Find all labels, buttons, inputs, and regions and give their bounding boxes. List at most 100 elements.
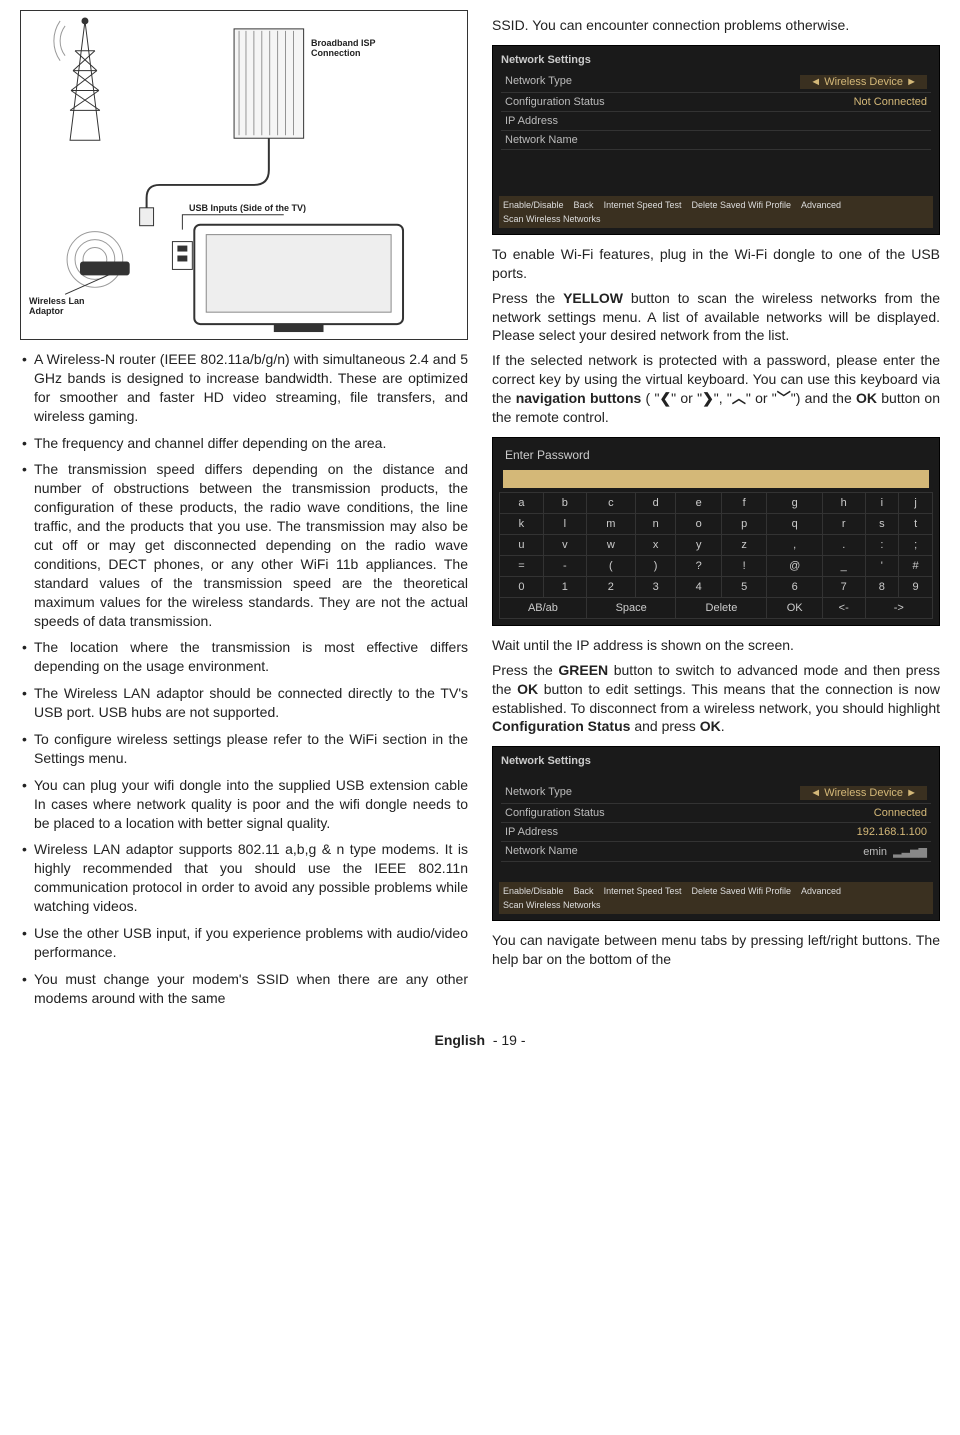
kbd-key: 3 <box>635 576 676 597</box>
legend: Delete Saved Wifi Profile <box>691 886 791 896</box>
panel-title: Network Settings <box>501 755 931 767</box>
kbd-key: r <box>822 513 865 534</box>
kbd-key: b <box>543 492 586 513</box>
bullet: Wireless LAN adaptor supports 802.11 a,b… <box>20 840 468 916</box>
ok-bold: OK <box>700 718 721 734</box>
legend: Enable/Disable <box>503 200 564 210</box>
kbd-key: ) <box>635 555 676 576</box>
kbd-key: ' <box>865 555 899 576</box>
legend: Enable/Disable <box>503 886 564 896</box>
connection-diagram: Broadband ISPConnection USB Inputs (Side… <box>20 10 468 340</box>
kbd-key: 8 <box>865 576 899 597</box>
kbd-key: <- <box>822 597 865 618</box>
bullet: To configure wireless settings please re… <box>20 730 468 768</box>
row-val: Wireless Device <box>824 76 903 88</box>
row-key: Network Name <box>505 134 578 146</box>
row-val: 192.168.1.100 <box>857 826 927 838</box>
legend: Back <box>574 886 594 896</box>
kbd-key: 1 <box>543 576 586 597</box>
left-bullets: A Wireless-N router (IEEE 802.11a/b/g/n)… <box>20 350 468 1008</box>
kbd-key: e <box>676 492 721 513</box>
kbd-key: t <box>899 513 933 534</box>
bullet: You can plug your wifi dongle into the s… <box>20 776 468 833</box>
bullet: Use the other USB input, if you experien… <box>20 924 468 962</box>
panel-title: Network Settings <box>501 54 931 66</box>
bullet: The location where the transmission is m… <box>20 638 468 676</box>
kbd-key: AB/ab <box>500 597 587 618</box>
nav-left-icon: ❮ <box>659 391 671 405</box>
kbd-key: @ <box>767 555 823 576</box>
footer-page: - 19 - <box>493 1032 526 1048</box>
label-isp: Broadband ISPConnection <box>311 39 376 59</box>
page-footer: English - 19 - <box>20 1032 940 1048</box>
kbd-key: m <box>586 513 635 534</box>
green-bold: GREEN <box>558 662 608 678</box>
kbd-key: u <box>500 534 544 555</box>
kbd-key: - <box>543 555 586 576</box>
kbd-key: Space <box>586 597 676 618</box>
kbd-key: p <box>721 513 766 534</box>
kbd-key: n <box>635 513 676 534</box>
kbd-key: # <box>899 555 933 576</box>
row-key: Network Type <box>505 786 572 800</box>
kbd-key: s <box>865 513 899 534</box>
para-enable: To enable Wi-Fi features, plug in the Wi… <box>492 245 940 283</box>
legend: Delete Saved Wifi Profile <box>691 200 791 210</box>
config-status-bold: Configuration Status <box>492 718 630 734</box>
kbd-key: 9 <box>899 576 933 597</box>
kbd-key: l <box>543 513 586 534</box>
kbd-key: 2 <box>586 576 635 597</box>
bullet: The frequency and channel differ dependi… <box>20 434 468 453</box>
legend: Scan Wireless Networks <box>503 214 601 224</box>
kbd-key: , <box>767 534 823 555</box>
nav-down-icon: ﹀ <box>777 391 791 405</box>
bullet: You must change your modem's SSID when t… <box>20 970 468 1008</box>
legend: Internet Speed Test <box>604 886 682 896</box>
screenshot-network-settings-1: Network Settings Network Type◄ Wireless … <box>492 45 940 235</box>
row-key: Network Name <box>505 845 578 858</box>
kbd-key: g <box>767 492 823 513</box>
kbd-input <box>503 470 929 488</box>
row-key: IP Address <box>505 115 558 127</box>
kbd-key: a <box>500 492 544 513</box>
screenshot-network-settings-2: Network Settings Network Type◄ Wireless … <box>492 746 940 921</box>
kbd-key: ? <box>676 555 721 576</box>
footer-lang: English <box>434 1032 485 1048</box>
kbd-key: f <box>721 492 766 513</box>
kbd-key: -> <box>865 597 933 618</box>
legend: Back <box>574 200 594 210</box>
bullet: A Wireless-N router (IEEE 802.11a/b/g/n)… <box>20 350 468 426</box>
kbd-key: w <box>586 534 635 555</box>
nav-right-icon: ❯ <box>702 391 714 405</box>
kbd-key: Delete <box>676 597 767 618</box>
yellow-bold: YELLOW <box>563 290 623 306</box>
kbd-key: d <box>635 492 676 513</box>
kbd-key: = <box>500 555 544 576</box>
kbd-key: k <box>500 513 544 534</box>
kbd-key: OK <box>767 597 823 618</box>
row-val: Wireless Device <box>824 787 903 799</box>
kbd-key: v <box>543 534 586 555</box>
kbd-key: o <box>676 513 721 534</box>
kbd-key: 4 <box>676 576 721 597</box>
kbd-key: i <box>865 492 899 513</box>
para-protected: If the selected network is protected wit… <box>492 351 940 427</box>
kbd-key: h <box>822 492 865 513</box>
kbd-key: j <box>899 492 933 513</box>
kbd-key: y <box>676 534 721 555</box>
legend: Advanced <box>801 886 841 896</box>
nav-up-icon: ︿ <box>732 391 746 405</box>
kbd-key: q <box>767 513 823 534</box>
ok-bold: OK <box>856 390 877 406</box>
legend: Internet Speed Test <box>604 200 682 210</box>
kbd-key: ( <box>586 555 635 576</box>
top-continuation: SSID. You can encounter connection probl… <box>492 16 940 35</box>
kbd-key: x <box>635 534 676 555</box>
para-navigate: You can navigate between menu tabs by pr… <box>492 931 940 969</box>
legend: Advanced <box>801 200 841 210</box>
kbd-key: 0 <box>500 576 544 597</box>
kbd-key: c <box>586 492 635 513</box>
ok-bold: OK <box>517 681 538 697</box>
row-val: emin <box>863 846 887 858</box>
bullet: The transmission speed differs depending… <box>20 460 468 630</box>
